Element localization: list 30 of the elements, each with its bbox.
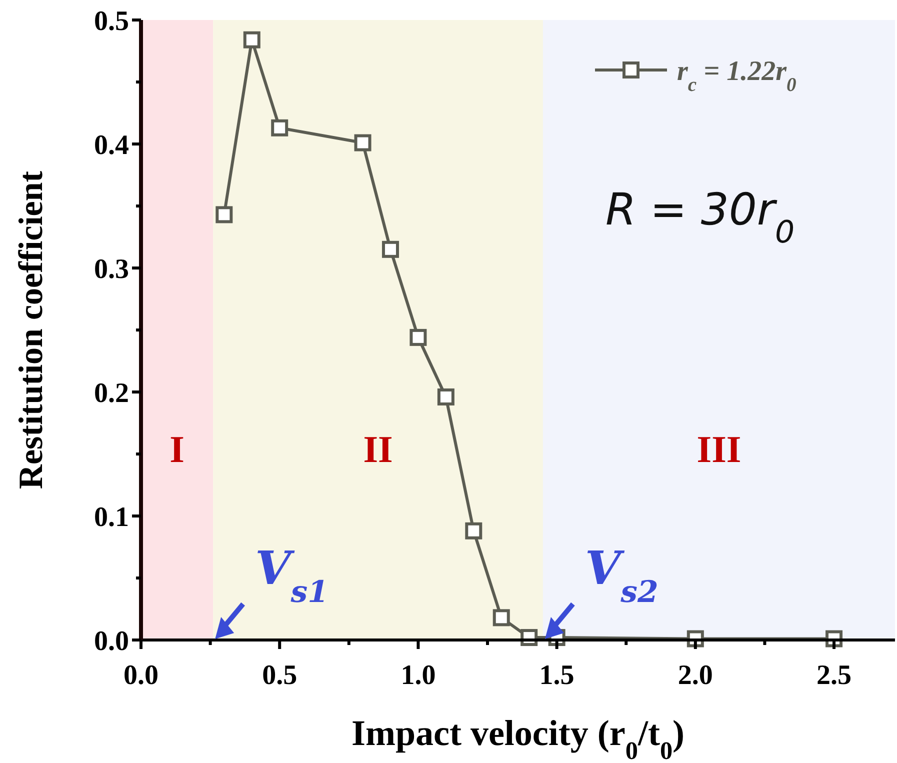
point — [243, 31, 260, 48]
x-tick-label: 2.0 — [678, 660, 713, 691]
point — [216, 206, 233, 224]
y-tick-label: 0.4 — [94, 130, 129, 161]
annotation: V$_{s2}$ — [584, 541, 658, 610]
point — [271, 119, 288, 136]
legend-label: r$_{c}$ = 1.22r$_{0}$ — [677, 56, 796, 96]
point — [382, 240, 399, 258]
y-tick-label: 0.5 — [94, 6, 129, 37]
band-label: I — [170, 429, 184, 471]
y-axis-title: Restitution coefficient — [13, 170, 50, 490]
band-label: III — [696, 429, 742, 471]
point — [410, 328, 427, 346]
x-tick-label: 1.5 — [539, 660, 574, 691]
x-tick-label: 0.0 — [124, 660, 158, 691]
x-axis-title: Impact velocity (r$_{0}$/t$_{0}$) — [351, 713, 685, 763]
x-tick-label: 0.5 — [262, 660, 298, 691]
point — [354, 134, 372, 152]
x-tick-label: 2.5 — [816, 660, 852, 691]
point — [492, 609, 510, 626]
point — [465, 522, 482, 540]
annotation: V$_{s1}$ — [255, 541, 328, 610]
y-tick-label: 0.1 — [94, 502, 129, 533]
y-tick-label: 0.2 — [94, 378, 129, 409]
annotation: R = 30r$_{0}$ — [605, 184, 795, 251]
point — [437, 388, 454, 406]
y-tick-label: 0.0 — [94, 626, 129, 657]
band-label: II — [363, 429, 393, 471]
y-tick-label: 0.3 — [94, 254, 129, 285]
x-tick-label: 1.0 — [400, 660, 436, 691]
